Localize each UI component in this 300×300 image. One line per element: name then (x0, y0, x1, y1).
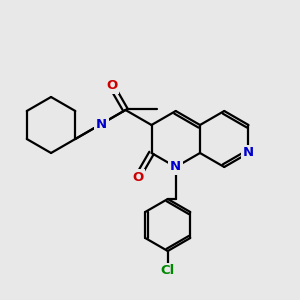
Text: N: N (96, 118, 107, 130)
Text: N: N (243, 146, 254, 160)
Text: N: N (170, 160, 181, 173)
Text: O: O (106, 79, 117, 92)
Text: O: O (132, 171, 143, 184)
Text: Cl: Cl (160, 265, 175, 278)
